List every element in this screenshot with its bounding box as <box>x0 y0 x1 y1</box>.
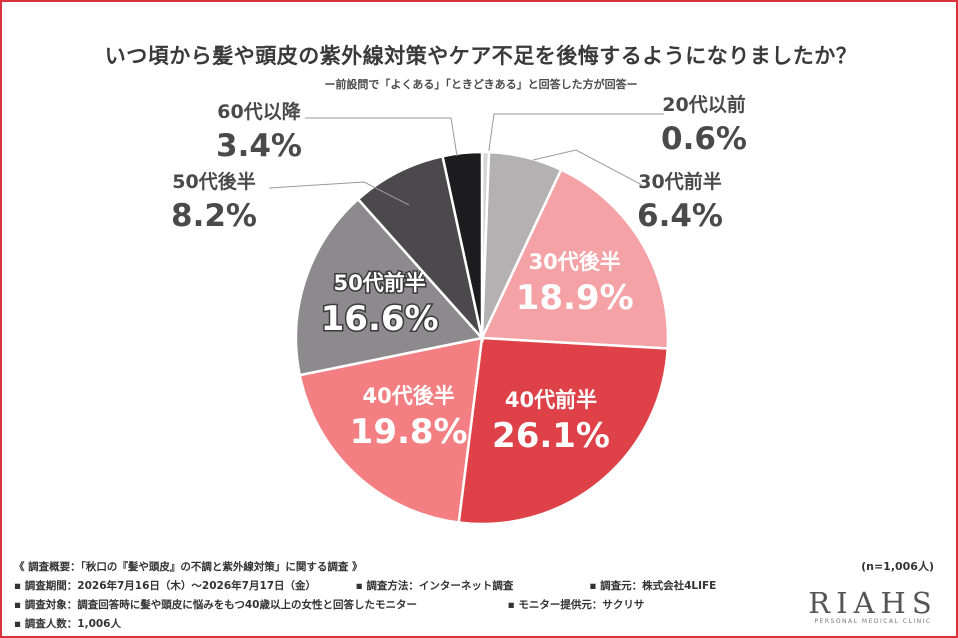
clinic-logo: RIAHS PERSONAL MEDICAL CLINIC <box>808 588 938 625</box>
leader-line <box>268 181 410 206</box>
slice-value-label: 8.2% <box>171 198 257 234</box>
slice-value-label: 6.4% <box>637 198 723 234</box>
slice-value-label: 19.8% <box>350 412 468 452</box>
pie-slice <box>298 336 484 524</box>
pie-slice <box>480 168 670 350</box>
chart-title: いつ頃から髪や頭皮の紫外線対策やケア不足を後悔するようになりましたか？ <box>104 44 858 68</box>
pie-slice <box>356 154 485 343</box>
survey-overview: 《 調査概要：「秋口の『髪や頭皮』の不調と紫外線対策」に関する調査 》 ▪ 調査… <box>14 558 716 634</box>
pie-slice <box>441 150 484 339</box>
chart-subtitle: ー前設問で「よくある」「ときどきある」と回答した方が回答ー <box>324 78 638 91</box>
slice-label: 30代後半 <box>529 250 621 274</box>
slice-value-label: 0.6% <box>661 121 747 157</box>
slice-label: 40代後半 <box>363 384 455 408</box>
logo-wordmark: RIAHS <box>808 586 938 620</box>
slice-label: 60代以降 <box>217 100 301 123</box>
survey-heading: 《 調査概要：「秋口の『髪や頭皮』の不調と紫外線対策」に関する調査 》 <box>14 561 363 573</box>
survey-provider: ▪ モニター提供元：サクリサ <box>507 599 645 611</box>
survey-method: ▪ 調査方法：インターネット調査 <box>355 580 514 592</box>
slice-value-label: 16.6% <box>321 299 439 339</box>
pie-slice <box>294 197 485 377</box>
slice-label: 50代後半 <box>172 170 255 193</box>
slice-label: 30代前半 <box>638 170 721 193</box>
leader-line <box>487 113 664 158</box>
slice-value-label: 18.9% <box>516 278 634 318</box>
slice-label: 50代前半 <box>333 271 425 295</box>
logo-tagline: PERSONAL MEDICAL CLINIC <box>814 618 932 625</box>
sample-size-label: (n=1,006人) <box>861 560 934 573</box>
survey-count: ▪ 調査人数：1,006人 <box>14 618 121 630</box>
leader-line <box>305 117 458 157</box>
survey-period: ▪ 調査期間：2026年7月16日（木）〜2026年7月17日（金） <box>14 580 317 592</box>
slice-value-label: 26.1% <box>492 416 610 456</box>
leader-line <box>532 149 643 186</box>
survey-organizer: ▪ 調査元：株式会社4LIFE <box>589 580 717 592</box>
survey-target: ▪ 調査対象：調査回答時に髪や頭皮に悩みをもつ40歳以上の女性と回答したモニター <box>14 599 417 611</box>
slice-label: 20代以前 <box>662 93 745 116</box>
slice-value-label: 3.4% <box>216 128 302 164</box>
pie-slice <box>457 336 670 526</box>
slice-label: 40代前半 <box>505 388 597 412</box>
